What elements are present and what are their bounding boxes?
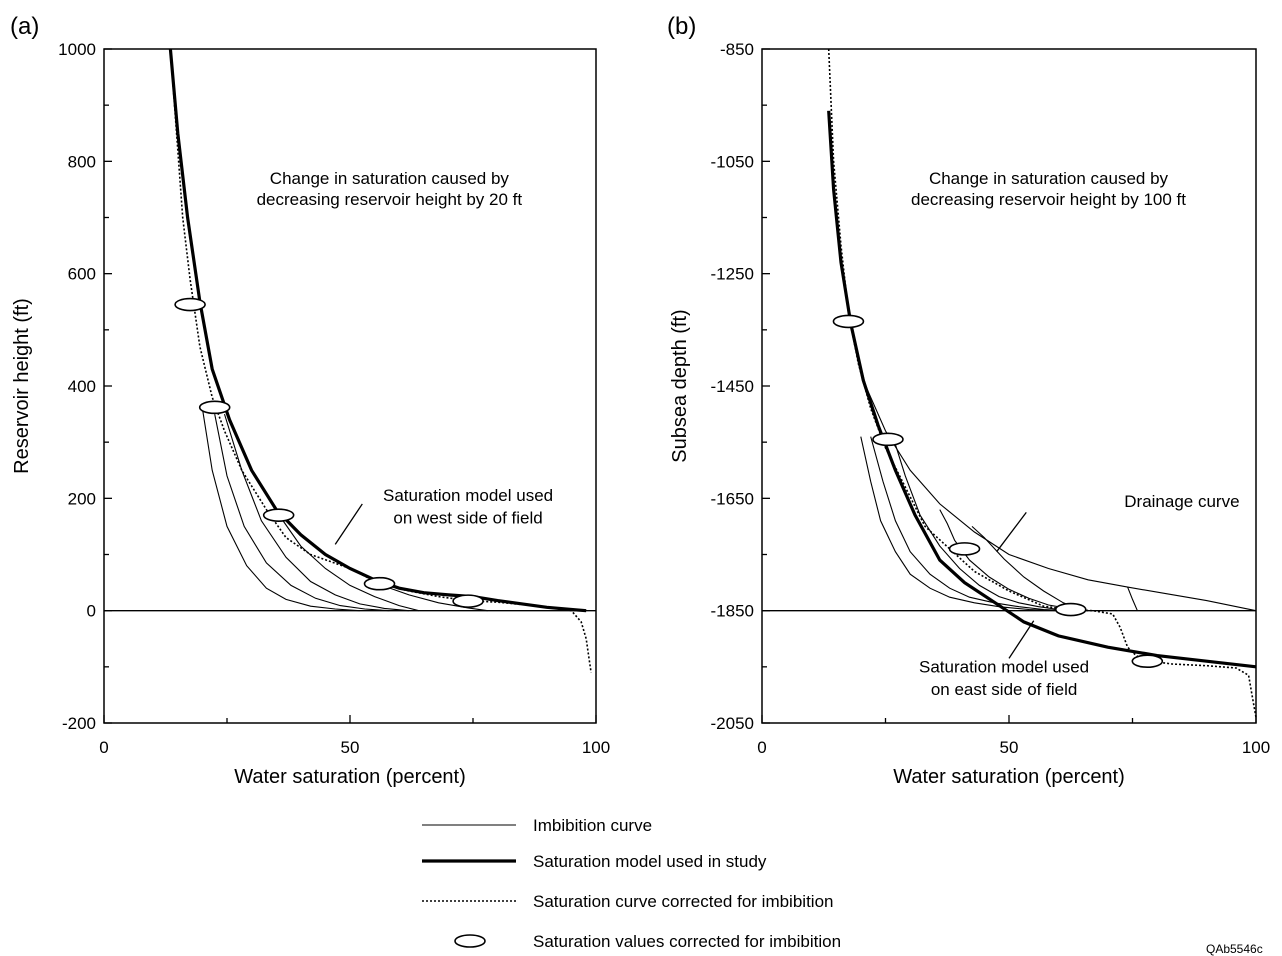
annotation-leader	[334, 503, 363, 545]
annotation-leader	[1008, 620, 1035, 659]
series-imbibition-line	[1127, 586, 1138, 611]
y-axis-title: Reservoir height (ft)	[11, 298, 33, 474]
series-drainage-line	[847, 318, 1257, 612]
y-tick-label: 800	[68, 152, 96, 171]
y-tick-label: -1250	[711, 265, 754, 284]
y-tick-label: -850	[720, 40, 754, 59]
series-corrected-line	[827, 48, 1257, 718]
y-tick-label: 600	[68, 265, 96, 284]
series-model-line	[827, 110, 1257, 669]
y-tick-label: -2050	[711, 714, 754, 733]
corrected-value-marker	[832, 314, 865, 329]
y-axis-title: Subsea depth (ft)	[669, 309, 691, 462]
x-tick-label: 50	[1000, 738, 1019, 757]
legend-swatch-marker	[454, 934, 486, 948]
legend: Imbibition curve Saturation model used in…	[422, 816, 841, 951]
annotation-text: Saturation model used	[919, 657, 1089, 676]
annotation-text: decreasing reservoir height by 20 ft	[257, 190, 523, 209]
annotation-text: Change in saturation caused by	[929, 169, 1169, 188]
y-tick-label: -1050	[711, 152, 754, 171]
series-imbibition-line	[201, 408, 360, 612]
corrected-value-marker	[198, 400, 231, 415]
annotation-text: Saturation model used	[383, 486, 553, 505]
legend-label: Imbibition curve	[533, 816, 652, 835]
series-imbibition-line	[280, 517, 420, 612]
corrected-value-marker	[262, 508, 295, 522]
corrected-value-marker	[174, 297, 206, 312]
annotation-text: Drainage curve	[1124, 492, 1239, 511]
series-imbibition-line	[971, 525, 1084, 612]
x-tick-label: 0	[99, 738, 108, 757]
legend-label: Saturation curve corrected for imbibitio…	[533, 892, 833, 911]
corrected-value-marker	[948, 542, 981, 556]
annotation-text: on west side of field	[393, 509, 542, 528]
x-axis-title: Water saturation (percent)	[893, 766, 1125, 788]
x-tick-label: 100	[582, 738, 610, 757]
series-imbibition-line	[939, 509, 1089, 612]
panel-label: (a)	[10, 13, 39, 40]
y-tick-label: 400	[68, 377, 96, 396]
x-axis-title: Water saturation (percent)	[234, 766, 466, 788]
annotation-leader	[996, 511, 1027, 553]
corrected-value-marker	[1131, 654, 1164, 669]
annotation-text: decreasing reservoir height by 100 ft	[911, 190, 1186, 209]
legend-label: Saturation values corrected for imbibiti…	[533, 932, 841, 951]
x-tick-label: 50	[341, 738, 360, 757]
corrected-value-marker	[1054, 602, 1087, 617]
panel-label: (b)	[667, 13, 696, 40]
corrected-value-marker	[363, 576, 396, 591]
series-corrected-line	[169, 48, 592, 673]
series-imbibition-line	[214, 413, 390, 612]
series-imbibition-line	[870, 436, 1069, 612]
corrected-value-marker	[452, 594, 484, 608]
y-tick-label: -1450	[711, 377, 754, 396]
annotation-text: on east side of field	[931, 680, 1077, 699]
legend-label: Saturation model used in study	[533, 852, 767, 871]
y-tick-label: -1850	[711, 602, 754, 621]
y-tick-label: -1650	[711, 489, 754, 508]
y-tick-label: 0	[87, 602, 96, 621]
series-imbibition-line	[860, 436, 1059, 612]
series-model-line	[168, 48, 587, 613]
series-imbibition-line	[892, 436, 1079, 612]
series-imbibition-line	[381, 584, 488, 612]
annotation-text: Change in saturation caused by	[270, 169, 510, 188]
y-tick-label: 1000	[58, 40, 96, 59]
x-tick-label: 0	[757, 738, 766, 757]
y-tick-label: 200	[68, 489, 96, 508]
corrected-value-marker	[872, 432, 904, 447]
figure-code: QAb5546c	[1206, 942, 1263, 956]
series-imbibition-line	[223, 413, 410, 612]
y-tick-label: -200	[62, 714, 96, 733]
plot-frame	[761, 48, 1257, 724]
x-tick-label: 100	[1242, 738, 1270, 757]
